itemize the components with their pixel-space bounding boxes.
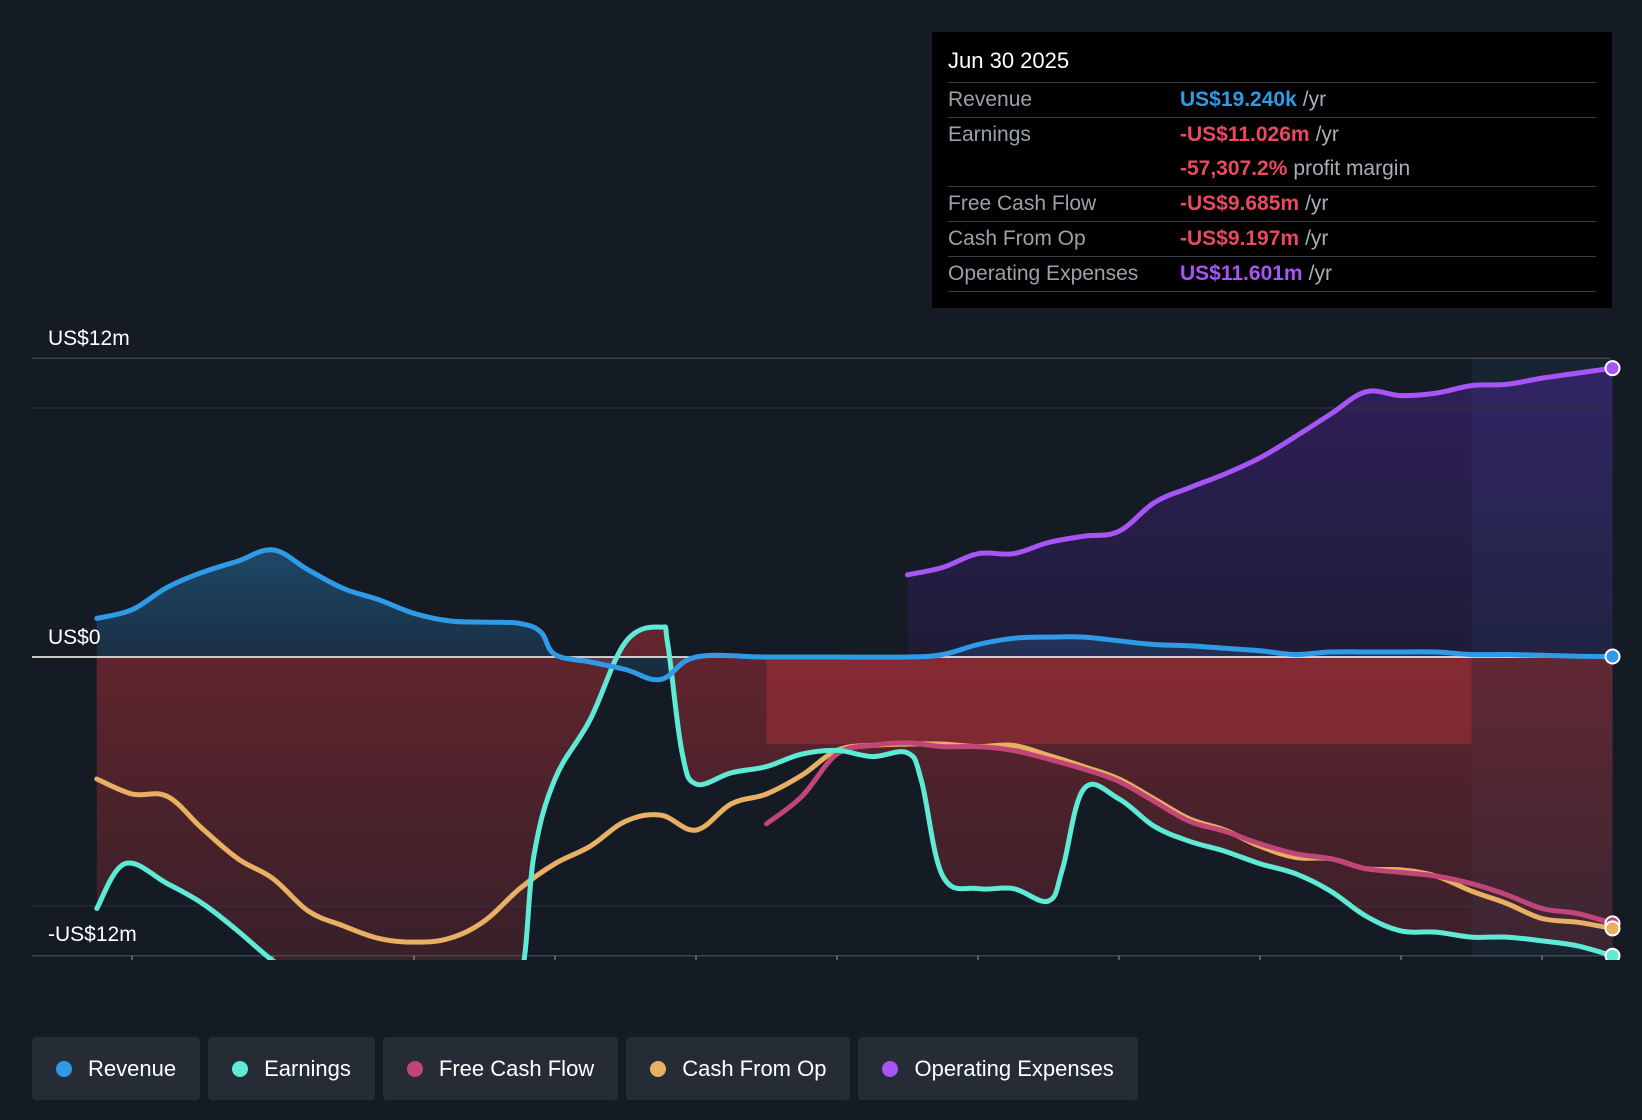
legend-label: Cash From Op — [682, 1055, 827, 1081]
end-dot-operating-expenses — [1604, 360, 1621, 377]
legend-dot-icon — [56, 1060, 72, 1077]
opex-area — [907, 368, 1613, 657]
legend-dot-icon — [650, 1060, 667, 1077]
y-axis-label: US$0 — [48, 626, 101, 649]
tooltip-row: Earnings -US$11.026m/yr — [948, 118, 1596, 152]
area-fills — [96, 368, 1613, 960]
line-operating-expenses — [905, 365, 1615, 578]
revenue-area — [96, 549, 1613, 680]
tooltip-value: -US$9.685m — [1180, 192, 1300, 215]
legend-item-earnings[interactable]: Earnings — [208, 1037, 375, 1100]
tooltip-label: Revenue — [948, 88, 1033, 111]
tooltip-value: -57,307.2% — [1180, 157, 1288, 180]
legend-dot-icon — [882, 1060, 899, 1077]
legend-item-free-cash-flow[interactable]: Free Cash Flow — [382, 1037, 619, 1100]
legend-dot-icon — [406, 1060, 423, 1077]
legend-label: Earnings — [264, 1055, 351, 1081]
end-points — [1604, 360, 1621, 960]
tooltip-label: Earnings — [948, 123, 1031, 146]
tooltip-row: Revenue US$19.240k/yr — [948, 83, 1596, 118]
tooltip-unit: /yr — [1315, 123, 1339, 146]
y-axis-label: US$12m — [48, 327, 130, 350]
tooltip-date: Jun 30 2025 — [948, 46, 1596, 83]
legend: Revenue Earnings Free Cash Flow Cash From O… — [32, 1037, 1138, 1100]
tooltip-unit: /yr — [1305, 227, 1329, 250]
loss-band — [766, 657, 1472, 745]
series-lines — [94, 365, 1615, 960]
legend-label: Operating Expenses — [914, 1055, 1114, 1081]
line-revenue — [94, 547, 1615, 683]
legend-item-revenue[interactable]: Revenue — [32, 1037, 201, 1100]
tooltip-value: US$11.601m — [1180, 262, 1303, 285]
line-earnings — [94, 624, 1615, 960]
tooltip-label: Operating Expenses — [948, 262, 1139, 285]
y-axis-labels: US$12m US$0 -US$12m — [48, 327, 137, 946]
tooltip-row: Cash From Op -US$9.197m/yr — [948, 222, 1596, 257]
line-free-cash-flow — [764, 740, 1615, 926]
tooltip-rows: Revenue US$19.240k/yr Earnings -US$11.026m /… — [948, 83, 1596, 292]
tooltip-value: US$19.240k — [1180, 88, 1297, 111]
tooltip-row: -57,307.2% profit margin — [948, 152, 1596, 187]
legend-label: Revenue — [88, 1055, 177, 1081]
tooltip-unit: /yr — [1305, 192, 1329, 215]
tooltip-panel: Jun 30 2025 Revenue US$19.240k/yr Earnings… — [932, 32, 1612, 308]
tooltip-unit: /yr — [1302, 88, 1327, 111]
tooltip-row: Free Cash Flow -US$9.685m/yr — [948, 187, 1596, 222]
end-dot-cash-from-op — [1604, 920, 1621, 937]
tooltip-unit: /yr — [1308, 262, 1332, 285]
x-axis: 2015201620172018201920202021202220232024… — [131, 955, 1543, 960]
y-axis-label: -US$12m — [48, 923, 137, 946]
legend-item-cash-from-op[interactable]: Cash From Op — [626, 1037, 851, 1100]
chart-svg: US$12m US$0 -US$12m 2015201620172018201920… — [32, 327, 1621, 960]
tooltip-value: -US$9.197m — [1180, 227, 1300, 250]
end-dot-earnings — [1604, 947, 1621, 960]
legend-label: Free Cash Flow — [438, 1055, 595, 1081]
legend-item-operating-expenses[interactable]: Operating Expenses — [858, 1037, 1138, 1100]
tooltip-unit: profit margin — [1293, 157, 1411, 180]
end-dot-revenue — [1604, 648, 1621, 665]
tooltip-value: -US$11.026m — [1180, 123, 1310, 146]
tooltip-row: Operating Expenses US$11.601m/yr — [948, 257, 1596, 292]
tooltip-label: Cash From Op — [948, 227, 1086, 250]
legend-dot-icon — [232, 1060, 249, 1077]
tooltip-label: Free Cash Flow — [948, 192, 1097, 215]
